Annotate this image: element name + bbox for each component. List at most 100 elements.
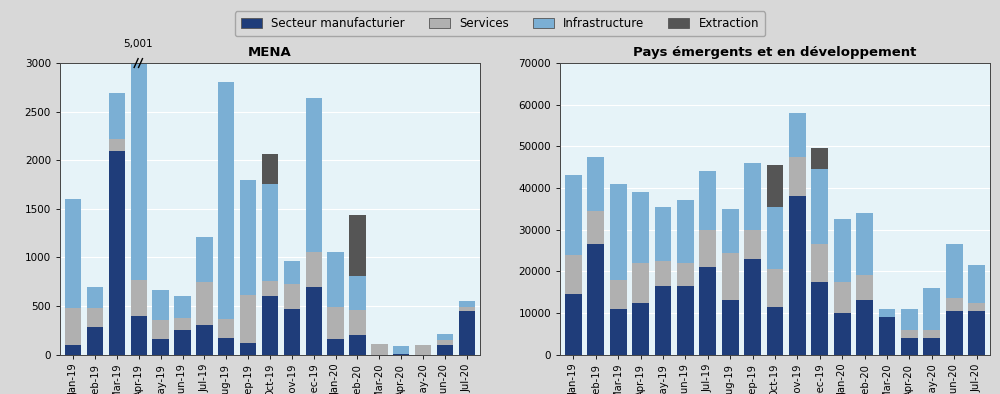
Bar — [218, 338, 234, 355]
Bar — [610, 184, 627, 280]
Bar — [811, 149, 828, 169]
Bar — [174, 296, 191, 318]
Bar — [946, 244, 963, 298]
Bar — [856, 275, 873, 301]
Bar — [327, 252, 344, 307]
Bar — [901, 309, 918, 330]
Bar — [677, 263, 694, 286]
Bar — [437, 334, 453, 340]
Bar — [218, 319, 234, 338]
Bar — [284, 309, 300, 355]
Bar — [109, 93, 125, 139]
Bar — [284, 284, 300, 309]
Bar — [152, 339, 169, 355]
Bar — [306, 286, 322, 355]
Bar — [699, 230, 716, 267]
Bar — [240, 343, 256, 355]
Bar — [87, 286, 103, 308]
Bar — [565, 294, 582, 355]
Bar — [722, 301, 739, 355]
Bar — [834, 219, 851, 282]
Bar — [811, 282, 828, 355]
Bar — [722, 209, 739, 253]
Title: MENA: MENA — [248, 46, 292, 59]
Bar — [789, 157, 806, 196]
Bar — [218, 82, 234, 319]
Bar — [196, 237, 213, 282]
Bar — [879, 317, 895, 355]
Bar — [834, 313, 851, 355]
Bar — [767, 165, 783, 207]
Bar — [789, 196, 806, 355]
Bar — [767, 269, 783, 307]
Bar — [722, 253, 739, 301]
Bar — [349, 310, 366, 335]
Bar — [87, 308, 103, 327]
Bar — [587, 211, 604, 244]
Bar — [262, 184, 278, 281]
Bar — [109, 151, 125, 355]
Bar — [946, 311, 963, 355]
Bar — [327, 339, 344, 355]
Bar — [655, 261, 671, 286]
Bar — [968, 303, 985, 311]
Bar — [437, 340, 453, 345]
Bar — [879, 309, 895, 317]
Bar — [174, 330, 191, 355]
Bar — [371, 344, 388, 355]
Bar — [393, 346, 409, 354]
Bar — [901, 330, 918, 338]
Bar — [349, 335, 366, 355]
Bar — [131, 316, 147, 355]
Bar — [968, 265, 985, 303]
Bar — [856, 301, 873, 355]
Bar — [789, 113, 806, 157]
Bar — [767, 307, 783, 355]
Bar — [565, 175, 582, 255]
Bar — [65, 345, 81, 355]
Bar — [437, 345, 453, 355]
Bar — [610, 309, 627, 355]
Bar — [632, 263, 649, 303]
Bar — [610, 280, 627, 309]
Text: 5,001: 5,001 — [123, 39, 153, 48]
Bar — [946, 298, 963, 311]
Bar — [565, 255, 582, 294]
Bar — [196, 282, 213, 325]
Bar — [834, 282, 851, 313]
Bar — [196, 325, 213, 355]
Bar — [744, 230, 761, 259]
Bar — [415, 345, 431, 355]
Bar — [923, 330, 940, 338]
Bar — [174, 318, 191, 330]
Bar — [811, 244, 828, 282]
Bar — [699, 171, 716, 230]
Bar — [901, 338, 918, 355]
Bar — [131, 280, 147, 316]
Bar — [240, 180, 256, 296]
Bar — [655, 286, 671, 355]
Bar — [811, 169, 828, 244]
Bar — [306, 252, 322, 286]
Bar — [744, 163, 761, 230]
Bar — [587, 157, 604, 211]
Bar — [677, 286, 694, 355]
Bar — [459, 301, 475, 307]
Bar — [65, 199, 81, 308]
Bar — [152, 290, 169, 320]
Bar — [699, 267, 716, 355]
Bar — [152, 320, 169, 339]
Bar — [262, 296, 278, 355]
Bar — [262, 281, 278, 296]
Bar — [262, 154, 278, 184]
Bar — [393, 354, 409, 355]
Title: Pays émergents et en développement: Pays émergents et en développement — [633, 46, 917, 59]
Bar — [459, 311, 475, 355]
Bar — [87, 327, 103, 355]
Bar — [131, 63, 147, 280]
Bar — [677, 201, 694, 263]
Bar — [65, 308, 81, 345]
Bar — [349, 276, 366, 310]
Bar — [632, 303, 649, 355]
Bar — [240, 296, 256, 343]
